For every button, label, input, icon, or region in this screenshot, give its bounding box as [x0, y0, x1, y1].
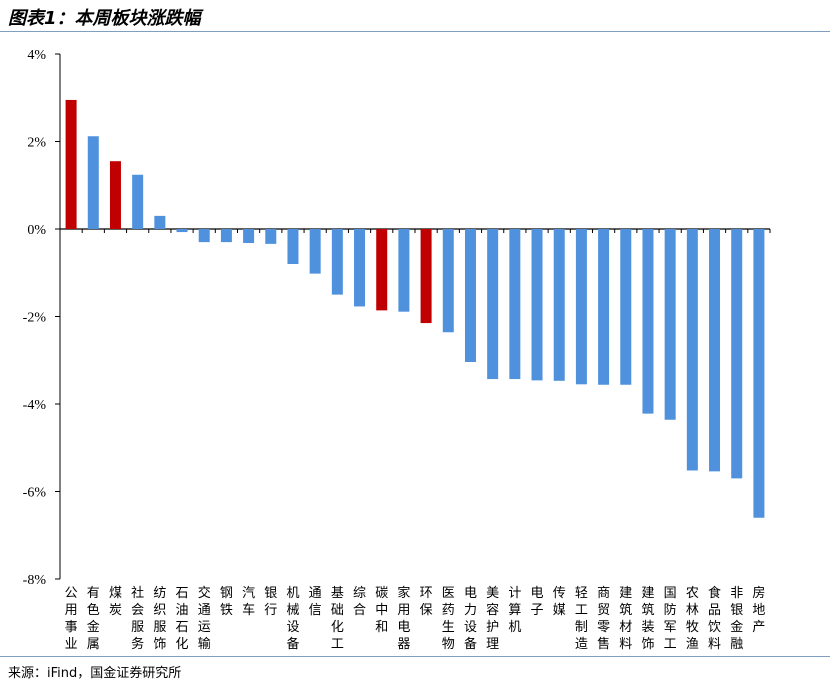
bar-13 — [354, 229, 366, 307]
y-tick-label: 4% — [27, 48, 46, 63]
x-category-label: 轻工制造 — [575, 586, 588, 652]
bar-14 — [376, 229, 388, 311]
bar-20 — [509, 229, 521, 380]
bar-24 — [598, 229, 610, 385]
bar-18 — [464, 229, 476, 362]
x-category-label: 传媒 — [553, 586, 566, 618]
x-category-label: 建筑材料 — [619, 586, 632, 652]
bar-3 — [132, 174, 144, 229]
x-category-label: 碳中和 — [375, 586, 388, 635]
x-category-label: 食品饮料 — [708, 585, 721, 652]
bar-15 — [398, 229, 410, 312]
bar-4 — [154, 215, 166, 229]
x-category-label: 交通运输 — [198, 585, 211, 652]
bar-7 — [220, 229, 232, 243]
y-tick-label: -2% — [23, 311, 47, 326]
chart-title: 图表1：本周板块涨跌幅 — [8, 8, 201, 29]
x-category-label: 建筑装饰 — [641, 586, 654, 652]
x-category-label: 商贸零售 — [597, 586, 610, 652]
bar-1 — [87, 136, 99, 229]
bar-5 — [176, 229, 188, 233]
title-rule — [0, 31, 830, 32]
x-category-label: 汽车 — [242, 586, 255, 618]
y-tick-label: -4% — [23, 398, 47, 413]
y-tick-label: -6% — [23, 486, 47, 501]
x-category-label: 纺织服饰 — [153, 586, 166, 652]
x-category-labels: 公用事业有色金属煤炭社会服务纺织服饰石油石化交通运输钢铁汽车银行机械设备通信基础… — [65, 585, 766, 652]
x-category-label: 通信 — [309, 586, 322, 618]
bar-31 — [753, 229, 765, 518]
bar-30 — [731, 229, 743, 479]
x-category-label: 有色金属 — [87, 586, 100, 652]
x-category-label: 农林牧渔 — [686, 586, 699, 652]
x-category-label: 家用电器 — [397, 585, 410, 652]
footer-rule — [0, 656, 830, 657]
x-category-label: 机械设备 — [286, 586, 299, 652]
x-category-label: 公用事业 — [65, 586, 78, 652]
x-category-label: 电子 — [531, 586, 544, 618]
chart-axes — [55, 53, 771, 580]
x-category-label: 美容护理 — [486, 586, 499, 652]
x-category-label: 银行 — [264, 586, 277, 618]
x-category-label: 国防军工 — [664, 586, 677, 652]
bar-21 — [531, 229, 543, 381]
y-tick-label: -8% — [23, 573, 47, 588]
bar-11 — [309, 229, 321, 274]
bar-19 — [487, 229, 499, 380]
x-category-label: 非银金融 — [730, 586, 743, 652]
bar-22 — [553, 229, 565, 381]
bar-17 — [442, 229, 454, 333]
x-category-label: 房地产 — [752, 585, 765, 635]
x-category-label: 基础化工 — [331, 586, 344, 652]
bar-2 — [109, 161, 121, 229]
x-category-label: 环保 — [420, 586, 433, 618]
bar-chart: 4% 2% 0% -2% -4% -6% -8% 公用事业有色金属煤炭社会服务纺织服饰石油石… — [23, 48, 771, 652]
y-tick-label: 0% — [27, 223, 46, 238]
bar-27 — [664, 229, 676, 420]
x-category-label: 煤炭 — [109, 586, 122, 618]
chart-bars — [65, 99, 765, 518]
x-category-label: 石油石化 — [176, 586, 189, 652]
x-category-label: 综合 — [353, 586, 366, 618]
bar-9 — [265, 229, 277, 244]
bar-6 — [198, 229, 210, 243]
bar-26 — [642, 229, 654, 414]
x-category-label: 医药生物 — [442, 586, 455, 652]
bar-8 — [243, 229, 255, 243]
bar-23 — [575, 229, 587, 385]
bar-12 — [331, 229, 343, 295]
y-tick-label: 2% — [27, 136, 46, 151]
bar-10 — [287, 229, 299, 264]
y-tick-labels: 4% 2% 0% -2% -4% -6% -8% — [23, 48, 47, 588]
bar-29 — [709, 229, 721, 472]
x-category-label: 计算机 — [508, 586, 521, 635]
source-note: 来源：iFind，国金证券研究所 — [8, 666, 182, 681]
bar-16 — [420, 229, 432, 324]
bar-0 — [65, 99, 77, 229]
x-category-label: 钢铁 — [220, 586, 233, 618]
bar-28 — [686, 229, 698, 471]
bar-25 — [620, 229, 632, 385]
x-category-label: 社会服务 — [131, 585, 144, 652]
x-category-label: 电力设备 — [464, 586, 477, 652]
